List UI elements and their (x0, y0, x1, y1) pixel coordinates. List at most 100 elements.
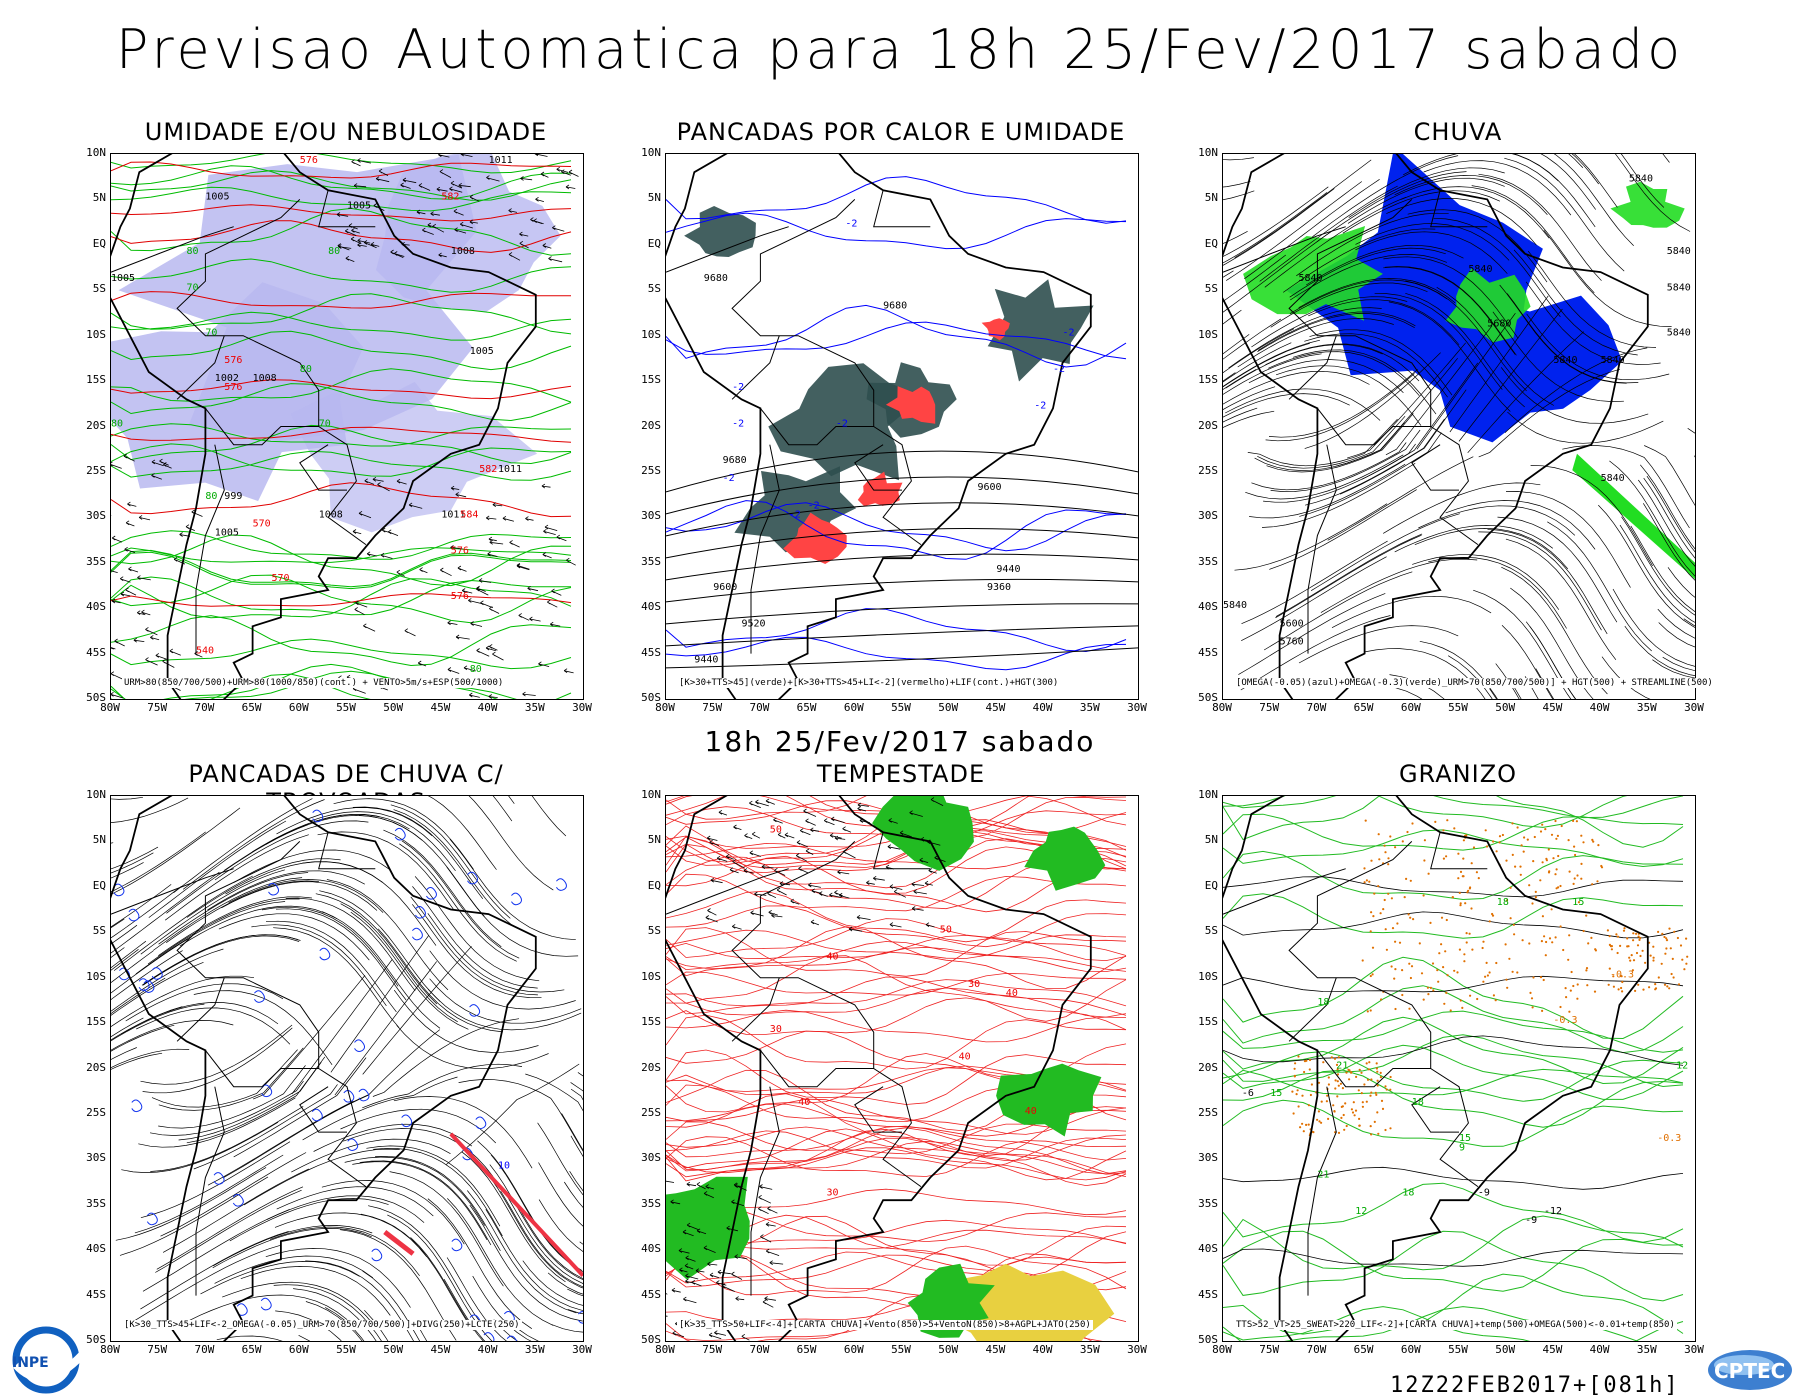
streamline (1240, 615, 1391, 691)
contour-label: -2 (845, 219, 857, 230)
longitude-label: 55W (1448, 701, 1468, 714)
streamline (265, 920, 397, 1013)
wind-vector (430, 211, 440, 217)
streamline (158, 872, 309, 945)
streamline (362, 946, 472, 1075)
longitude-label: 80W (655, 1343, 675, 1356)
divergence-contour (556, 878, 567, 891)
wind-vector (439, 169, 452, 178)
streamline (274, 1212, 427, 1257)
streamline (1658, 622, 1695, 648)
streamline (561, 1113, 583, 1151)
wind-vector (396, 569, 405, 577)
wind-isotach (666, 855, 1127, 913)
strong-rising-motion-area (1445, 268, 1531, 343)
vertical-motion-dots (1664, 952, 1667, 955)
vertical-motion-dots (1427, 993, 1430, 996)
vertical-motion-dots (1543, 935, 1546, 938)
latitude-label: EQ (1204, 878, 1218, 892)
vertical-motion-dots (1597, 844, 1600, 847)
temperature-contour (1223, 1215, 1684, 1271)
vertical-motion-dots (1422, 998, 1425, 1001)
vertical-motion-dots (1366, 1078, 1370, 1081)
wind-vector (492, 651, 504, 661)
vertical-motion-dots (1459, 870, 1463, 873)
streamline (273, 927, 400, 1029)
streamline (1296, 212, 1449, 277)
streamline (216, 1335, 283, 1341)
contour-label: 999 (224, 491, 242, 502)
streamline (1355, 231, 1508, 274)
streamline (1568, 154, 1584, 169)
vertical-motion-dots (1620, 986, 1623, 990)
vertical-motion-dots (1495, 961, 1498, 965)
latitude-label: 10S (1198, 969, 1218, 983)
streamline (266, 1195, 425, 1223)
wind-vector (805, 848, 814, 855)
vertical-motion-dots (1301, 1094, 1304, 1097)
vertical-motion-dots (1409, 916, 1412, 919)
vertical-motion-dots (1575, 820, 1578, 823)
latitude-label: 10S (86, 969, 106, 983)
streamline (1241, 540, 1388, 625)
humidity-contour (111, 293, 572, 335)
vertical-motion-dots (1442, 966, 1445, 969)
streamline (222, 1094, 370, 1179)
streamline (1258, 311, 1416, 351)
vertical-motion-dots (1368, 880, 1371, 883)
wind-vector (758, 1194, 772, 1204)
streamline (1331, 595, 1492, 629)
vertical-motion-dots (1437, 980, 1440, 983)
vertical-motion-dots (1316, 1118, 1319, 1121)
vertical-motion-dots (1559, 884, 1562, 888)
vertical-motion-dots (1661, 932, 1664, 935)
streamline (1405, 292, 1525, 408)
wind-vector (696, 1181, 706, 1190)
wind-vector (487, 551, 498, 557)
divergence-contour (143, 980, 155, 993)
streamline (368, 1205, 481, 1323)
contour-label: 40 (1025, 1106, 1037, 1117)
streamline (1223, 407, 1258, 423)
contour-label: 570 (272, 573, 290, 584)
temperature-contour (1223, 813, 1684, 851)
contour-label: 5840 (1667, 328, 1691, 339)
vertical-motion-dots (1380, 998, 1383, 1001)
streamline (305, 1301, 363, 1341)
temperature-contour (1223, 1099, 1684, 1147)
wind-vector (127, 501, 137, 507)
temperature-500-contour (1223, 1248, 1684, 1267)
temperature-contour (1223, 796, 1684, 819)
streamline (352, 1161, 488, 1240)
latitude-label: 50S (641, 1333, 661, 1346)
vertical-motion-dots (1594, 948, 1597, 951)
vertical-motion-dots (1685, 937, 1688, 940)
vertical-motion-dots (1556, 834, 1559, 837)
page-title: Previsao Automatica para 18h 25/Fev/2017… (115, 18, 1685, 81)
wind-isotach (666, 927, 1127, 977)
streamline (1223, 254, 1287, 302)
streamline (1265, 373, 1415, 442)
streamline (1298, 625, 1459, 664)
wind-isotach (666, 1251, 1127, 1297)
wind-vector (336, 212, 349, 217)
streamline (221, 881, 378, 911)
streamline (1304, 352, 1441, 449)
vertical-motion-dots (1389, 1088, 1392, 1091)
streamline (1640, 464, 1695, 550)
streamline (362, 1063, 523, 1109)
wind-vector (351, 159, 361, 167)
contour-label: 1005 (470, 346, 494, 357)
country-border (1317, 1049, 1431, 1088)
streamline (135, 901, 286, 975)
latitude-label: 50S (1198, 691, 1218, 704)
humidity-contour (111, 547, 572, 563)
wind-vector (352, 529, 362, 535)
vertical-motion-dots (1376, 1111, 1379, 1114)
wind-vector (718, 809, 728, 816)
streamline (186, 858, 341, 918)
jet-streak (383, 1230, 415, 1256)
streamline (358, 815, 485, 917)
longitude-label: 55W (336, 1343, 356, 1356)
wind-vector (419, 567, 428, 574)
